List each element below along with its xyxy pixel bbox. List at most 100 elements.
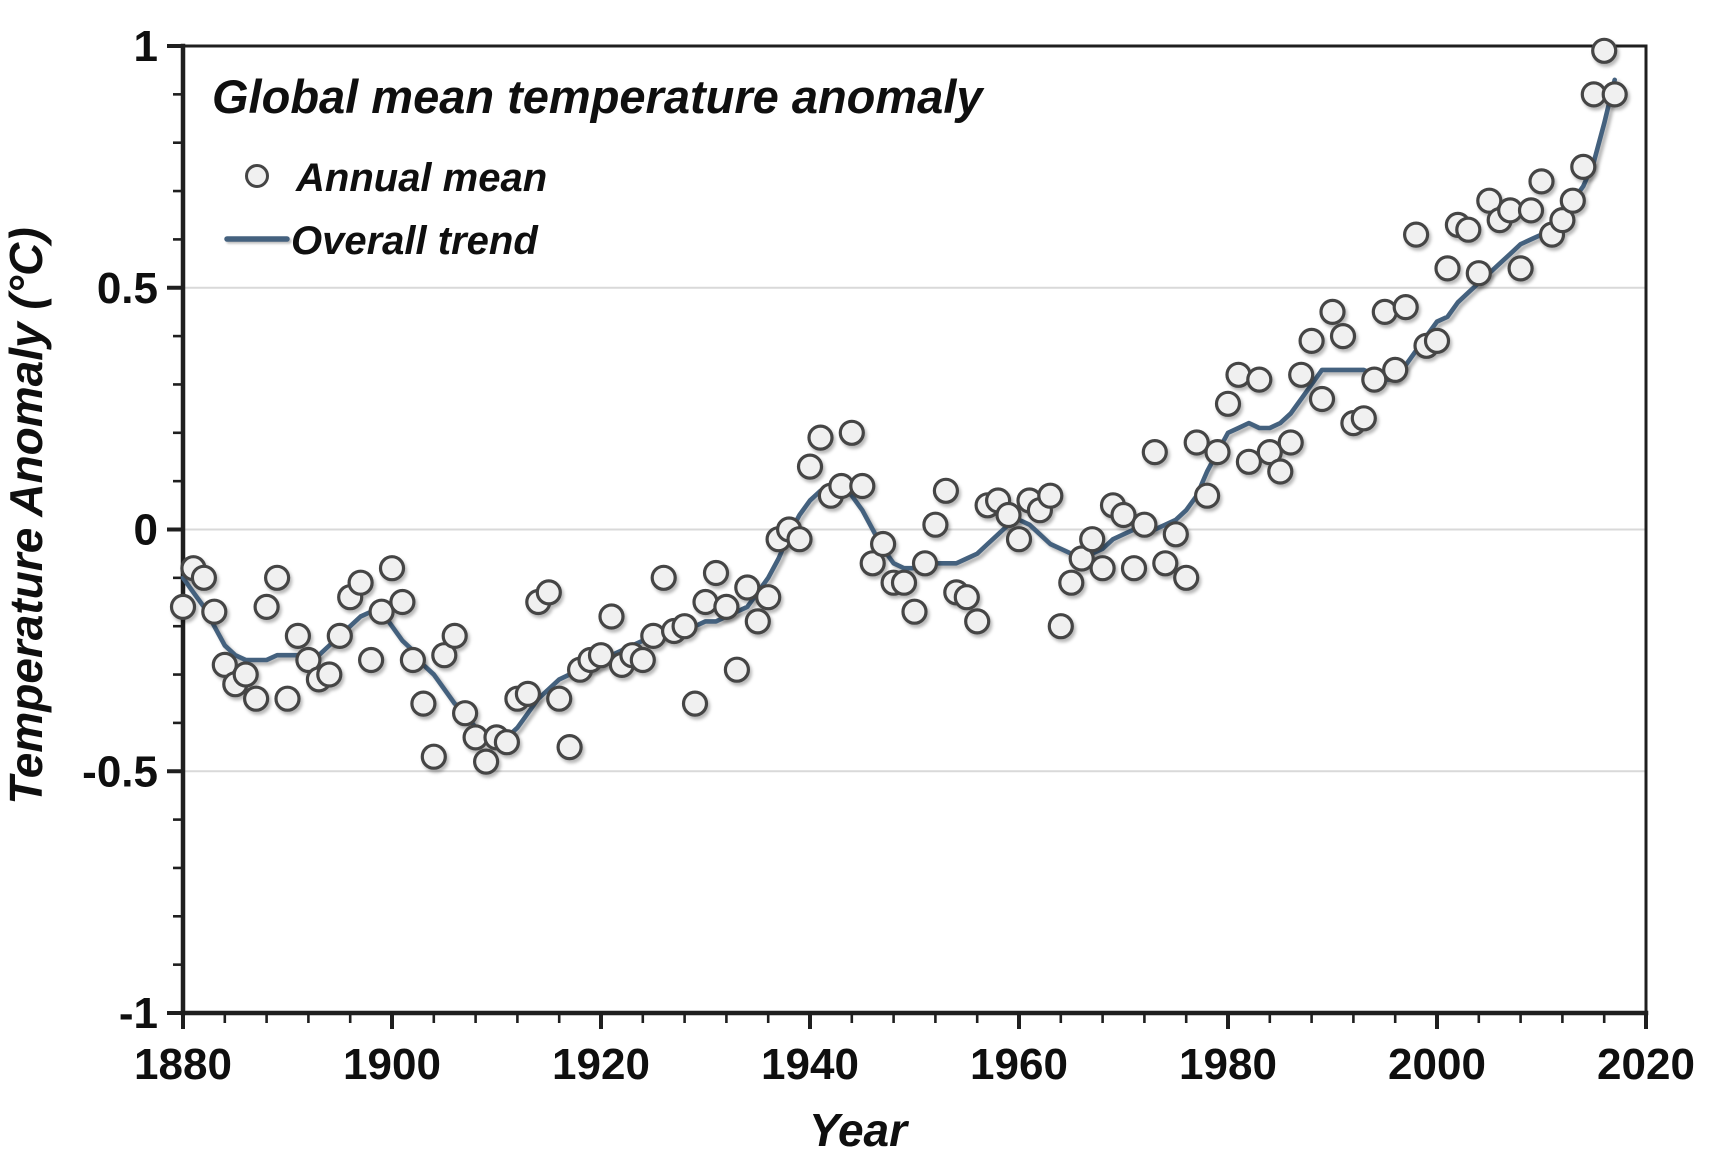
annual-mean-point <box>1382 356 1409 383</box>
annual-mean-point <box>849 472 876 500</box>
annual-mean-point <box>1047 613 1074 640</box>
annual-mean-point <box>1371 298 1398 325</box>
annual-mean-point <box>681 690 709 717</box>
legend-label-annual-mean: Annual mean <box>295 156 547 200</box>
annual-mean-point <box>535 579 562 606</box>
y-axis-title: Temperature Anomaly (°C) <box>0 227 52 804</box>
annual-mean-point <box>326 622 353 650</box>
y-tick-label: -0.5 <box>82 747 158 796</box>
annual-mean-point <box>1434 255 1461 282</box>
annual-mean-point <box>953 584 980 611</box>
annual-mean-point <box>1361 366 1388 393</box>
annual-mean-point <box>1162 521 1189 548</box>
annual-mean-point <box>1288 361 1315 388</box>
annual-mean-point <box>598 603 625 630</box>
annual-mean-point <box>1601 81 1628 108</box>
annual-mean-point <box>546 685 573 712</box>
annual-mean-point <box>295 646 322 674</box>
y-tick-label: 0.5 <box>97 264 158 313</box>
annual-mean-point <box>1214 390 1242 417</box>
annual-mean-point <box>838 419 865 446</box>
annual-mean-point <box>1079 526 1106 553</box>
annual-mean-point <box>890 569 918 596</box>
annual-mean-point <box>1423 327 1451 354</box>
x-tick-label: 2020 <box>1597 1040 1695 1089</box>
x-tick-label: 1920 <box>552 1040 650 1089</box>
annual-mean-point <box>587 642 615 669</box>
annual-mean-point <box>232 661 259 688</box>
annual-mean-point <box>723 656 751 683</box>
annual-mean-point <box>964 608 991 635</box>
annual-mean-point <box>389 588 416 616</box>
annual-mean-point <box>1591 37 1618 64</box>
annual-mean-point <box>1298 327 1325 354</box>
annual-mean-point <box>869 530 897 558</box>
scatter-points-layer <box>169 37 1628 775</box>
x-axis-title: Year <box>809 1104 909 1156</box>
annual-mean-point <box>1225 361 1252 388</box>
annual-mean-point <box>1455 216 1482 243</box>
annual-mean-point <box>378 555 406 582</box>
annual-mean-point <box>1559 187 1586 214</box>
x-tick-label: 1900 <box>343 1040 441 1089</box>
annual-mean-point <box>807 424 834 451</box>
annual-mean-point <box>1235 448 1263 475</box>
annual-mean-point <box>1329 323 1357 350</box>
annual-mean-point <box>1402 221 1430 248</box>
annual-mean-point <box>1120 555 1148 582</box>
annual-mean-point <box>1058 569 1085 596</box>
x-tick-label: 1940 <box>761 1040 859 1089</box>
annual-mean-point <box>692 588 719 616</box>
annual-mean-point <box>1277 429 1304 456</box>
annual-mean-point <box>1183 429 1210 456</box>
annual-mean-point <box>640 622 667 650</box>
annual-mean-point <box>629 646 656 674</box>
annual-mean-point <box>911 550 939 577</box>
y-tick-label: 1 <box>134 22 158 71</box>
annual-mean-point <box>274 685 301 712</box>
annual-mean-point <box>1005 526 1033 553</box>
annual-mean-point <box>452 700 479 727</box>
annual-mean-point <box>1173 564 1200 591</box>
annual-mean-point <box>1319 298 1346 325</box>
annual-mean-point <box>253 593 280 621</box>
annual-mean-point <box>190 564 217 591</box>
ticks-layer <box>167 44 1648 1029</box>
annual-mean-point <box>1308 385 1336 413</box>
annual-mean-point <box>1256 439 1283 466</box>
annual-mean-point <box>713 593 740 621</box>
annual-mean-point <box>410 690 437 717</box>
x-tick-label: 1960 <box>970 1040 1068 1089</box>
annual-mean-point <box>264 564 291 591</box>
annual-mean-point <box>1110 501 1137 529</box>
x-tick-label: 2000 <box>1388 1040 1486 1089</box>
annual-mean-point <box>1131 511 1158 538</box>
annual-mean-point <box>420 743 447 770</box>
y-tick-label: 0 <box>134 506 158 555</box>
annual-mean-point <box>169 593 197 621</box>
annual-mean-point <box>1465 260 1492 287</box>
chart-title: Global mean temperature anomaly <box>212 70 985 123</box>
x-tick-label: 1880 <box>134 1040 232 1089</box>
annual-mean-point <box>493 729 520 756</box>
annual-mean-point <box>1528 168 1555 195</box>
annual-mean-point <box>744 608 771 635</box>
annual-mean-point <box>650 564 677 591</box>
gridlines-layer <box>183 286 1646 773</box>
annual-mean-point <box>316 661 343 688</box>
annual-mean-point <box>1267 458 1294 485</box>
annual-mean-point <box>1517 197 1545 224</box>
annual-mean-point <box>1037 482 1064 509</box>
annual-mean-point <box>734 574 761 601</box>
annual-mean-point <box>1246 366 1273 393</box>
annual-mean-marker-icon <box>245 164 269 188</box>
annual-mean-point <box>932 477 960 504</box>
annual-mean-point <box>1392 294 1419 321</box>
annual-mean-point <box>702 559 730 587</box>
tick-labels-layer: 1880 1900 1920 1940 1960 1980 2000 2020 1 0.5 0 -0.… <box>82 22 1695 1089</box>
annual-mean-point <box>441 622 468 650</box>
annual-mean-point <box>786 526 813 553</box>
y-tick-label: -1 <box>119 989 158 1038</box>
